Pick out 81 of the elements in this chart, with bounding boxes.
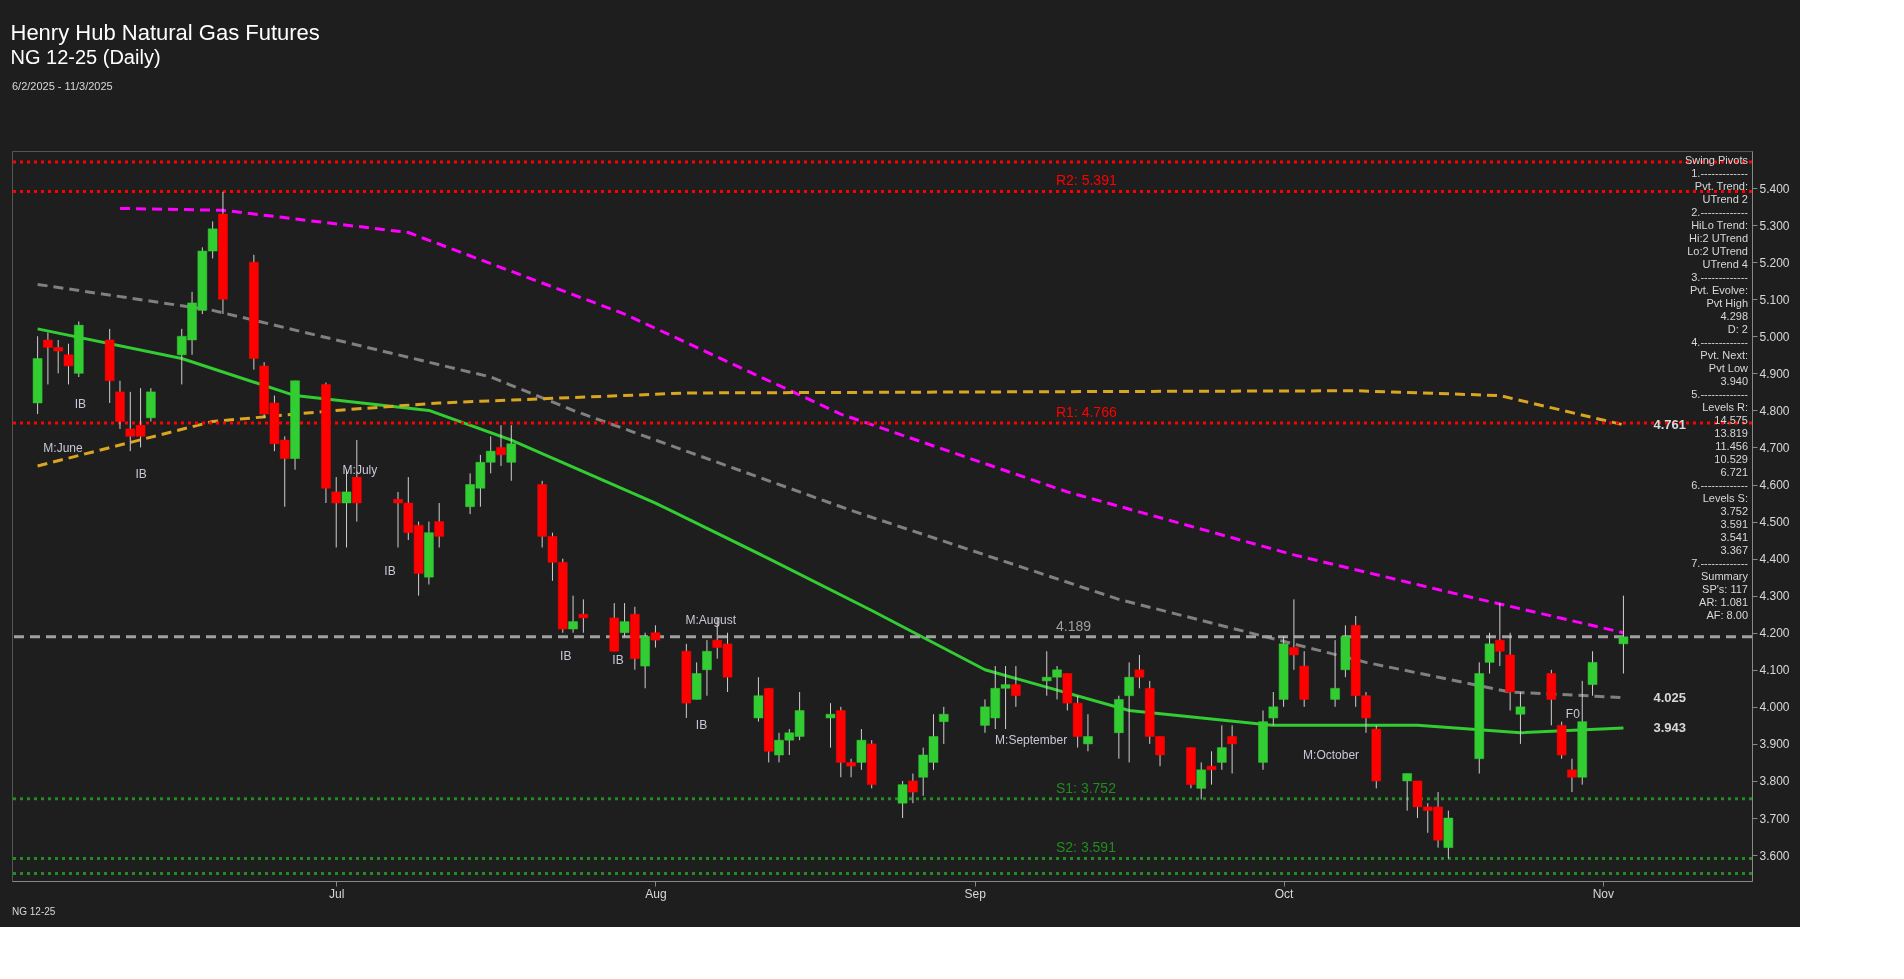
- annotation: M:September: [995, 733, 1068, 747]
- annotation: F0: [1565, 707, 1581, 722]
- ref-line-label: 4.189: [1056, 617, 1092, 634]
- y-tick-label: 5.300: [1759, 218, 1790, 233]
- candlestick: [619, 602, 630, 637]
- y-tick-label: 4.600: [1759, 478, 1790, 492]
- candlestick: [897, 780, 908, 819]
- candlestick: [939, 706, 949, 745]
- line-series: [118, 206, 1625, 635]
- annotation: IB: [74, 397, 86, 412]
- x-tick-label: Oct: [1274, 886, 1295, 901]
- y-tick-label: 3.700: [1759, 811, 1790, 826]
- y-tick-label: 4.100: [1759, 663, 1790, 678]
- annotation: IB: [695, 718, 708, 733]
- text: Swing Pivots 1.------------- Pvt. Trend: UTrend 2 2.------------- HiLo Trend: Hi:2 UTrend Lo:2 UTrend UTrend 4 3.------------- Pvt. Evolve: Pvt High 4.298 D: 2 4.------------- Pvt. Next: Pvt Low 3.940 5.------------- Levels R: 14.575 13.819 11.456 10.529 6.721 6.------------- Levels S: 3.752 3.591 3.541 3.367 7.------------- Summary SP's: 117 AR: 1.081 AF: 8.00: [1685, 154, 1748, 621]
- candlestick: [1618, 595, 1629, 674]
- chart-title: Henry Hub Natural Gas Futures: [10, 20, 320, 45]
- text: NG 12-25: [12, 906, 56, 917]
- y-tick-label: 4.400: [1759, 552, 1790, 567]
- candlestick: [1227, 724, 1237, 775]
- ref-line-label: S2: 3.591: [1056, 839, 1117, 856]
- candlestick: [568, 595, 578, 634]
- y-tick-label: 4.500: [1759, 515, 1790, 530]
- annotation: IB: [560, 649, 572, 664]
- y-tick-label: 4.900: [1759, 366, 1790, 381]
- candlestick: [856, 728, 867, 771]
- candlestick: [1134, 654, 1145, 689]
- candlestick: [1206, 750, 1217, 786]
- annotation: IB: [384, 563, 396, 578]
- y-tick-label: 5.000: [1759, 329, 1790, 344]
- y-tick-label: 4.300: [1759, 589, 1790, 604]
- y-tick-label: 4.000: [1759, 700, 1790, 715]
- candlestick: [825, 702, 836, 749]
- x-tick-label: Nov: [1592, 886, 1615, 901]
- x-tick-label: Sep: [964, 886, 987, 901]
- candlestick: [1587, 650, 1598, 697]
- candlestick: [1268, 691, 1279, 726]
- annotation: 4.025: [1653, 689, 1686, 705]
- annotation: 3.943: [1653, 719, 1686, 735]
- ref-line-label: R2: 5.391: [1056, 172, 1117, 189]
- candlestick: [1484, 632, 1495, 674]
- candlestick: [1330, 639, 1340, 708]
- candlestick: [1083, 713, 1093, 752]
- candlestick: [1289, 598, 1299, 671]
- annotation: IB: [612, 652, 624, 667]
- annotation: IB: [135, 467, 147, 482]
- candlestick: [1567, 758, 1577, 793]
- candlestick: [578, 598, 589, 634]
- candlestick: [1402, 773, 1412, 812]
- x-tick-label: Jul: [329, 886, 345, 901]
- y-tick-label: 3.800: [1759, 774, 1790, 789]
- text: 6/2/2025 - 11/3/2025: [12, 80, 113, 92]
- candlestick: [702, 639, 712, 697]
- y-tick-label: 4.200: [1759, 626, 1790, 641]
- candlestick: [331, 476, 341, 548]
- candlestick: [753, 676, 764, 723]
- y-tick-label: 5.400: [1759, 181, 1790, 196]
- y-tick-label: 5.100: [1759, 292, 1790, 307]
- candlestick: [1011, 665, 1021, 708]
- candlestick: [1196, 761, 1206, 800]
- y-tick-label: 4.800: [1759, 403, 1790, 418]
- annotation: M:October: [1303, 747, 1360, 762]
- y-tick-label: 3.600: [1759, 848, 1790, 863]
- chart-subtitle: NG 12-25 (Daily): [10, 46, 161, 68]
- y-tick-label: 5.200: [1759, 255, 1790, 270]
- candlestick: [650, 624, 661, 649]
- x-tick-label: Aug: [645, 886, 667, 901]
- candlestick: [908, 773, 918, 804]
- candlestick: [506, 424, 517, 482]
- annotation: M:August: [685, 612, 737, 627]
- candlestick: [1495, 602, 1505, 667]
- y-tick-label: 4.700: [1759, 440, 1790, 455]
- candlestick: [1217, 724, 1227, 771]
- candlestick: [496, 424, 506, 467]
- annotation: M:June: [43, 441, 83, 455]
- candlestick: [63, 343, 74, 385]
- y-tick-label: 3.900: [1759, 737, 1790, 752]
- ref-line-label: R1: 4.766: [1056, 403, 1117, 420]
- annotation: 4.761: [1653, 416, 1686, 432]
- candlestick: [434, 502, 444, 548]
- ref-line-label: S1: 3.752: [1056, 779, 1117, 796]
